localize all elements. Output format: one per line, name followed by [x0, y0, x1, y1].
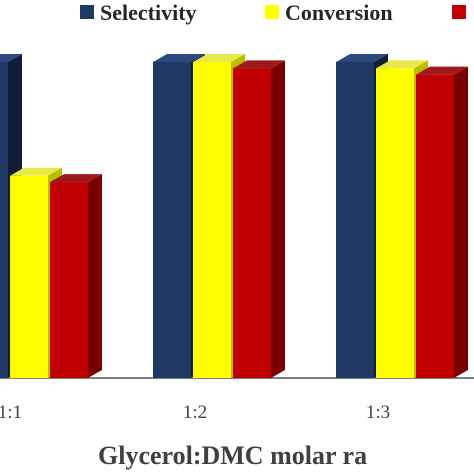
legend-label: Selectivity [100, 0, 197, 25]
x-axis-label: Glycerol:DMC molar ra [98, 441, 367, 470]
legend-item-series-3 [452, 5, 466, 19]
bar-series-3-1-1 [50, 174, 102, 378]
bar-series-3-1-2 [233, 60, 285, 378]
bar-front-face [233, 68, 271, 378]
bar-side-face [88, 174, 102, 378]
bar-series-3-1-3 [416, 66, 468, 378]
bar-top-face [376, 60, 428, 69]
bar-side-face [271, 60, 285, 378]
x-tick-label: 1:3 [366, 402, 390, 423]
bar-top-face [416, 66, 468, 75]
legend-item-selectivity: Selectivity [80, 0, 197, 25]
bar-top-face [50, 174, 102, 183]
bar-top-face [10, 167, 62, 176]
bar-side-face [454, 66, 468, 378]
bar-top-face [233, 60, 285, 69]
bar-front-face [153, 62, 191, 378]
bar-front-face [0, 62, 8, 378]
bar-top-face [153, 54, 205, 62]
bar-front-face [336, 62, 374, 378]
bar-front-face [193, 62, 231, 378]
bars-group [0, 54, 468, 378]
bar-top-face [336, 54, 388, 62]
bar-front-face [10, 175, 48, 378]
bar-front-face [50, 182, 88, 378]
legend-swatch [452, 5, 466, 19]
x-tick-label: 1:1 [0, 402, 22, 423]
legend: Selectivity Conversion [80, 0, 466, 25]
legend-item-conversion: Conversion [265, 0, 393, 25]
bar-front-face [416, 74, 454, 378]
x-tick-labels: 1:1 1:2 1:3 [0, 402, 390, 423]
legend-label: Conversion [285, 0, 393, 25]
legend-swatch [80, 5, 94, 19]
x-tick-label: 1:2 [183, 402, 207, 423]
bar-front-face [376, 68, 414, 378]
bar-top-face [0, 54, 22, 62]
bar-top-face [193, 54, 245, 62]
legend-swatch [265, 5, 279, 19]
